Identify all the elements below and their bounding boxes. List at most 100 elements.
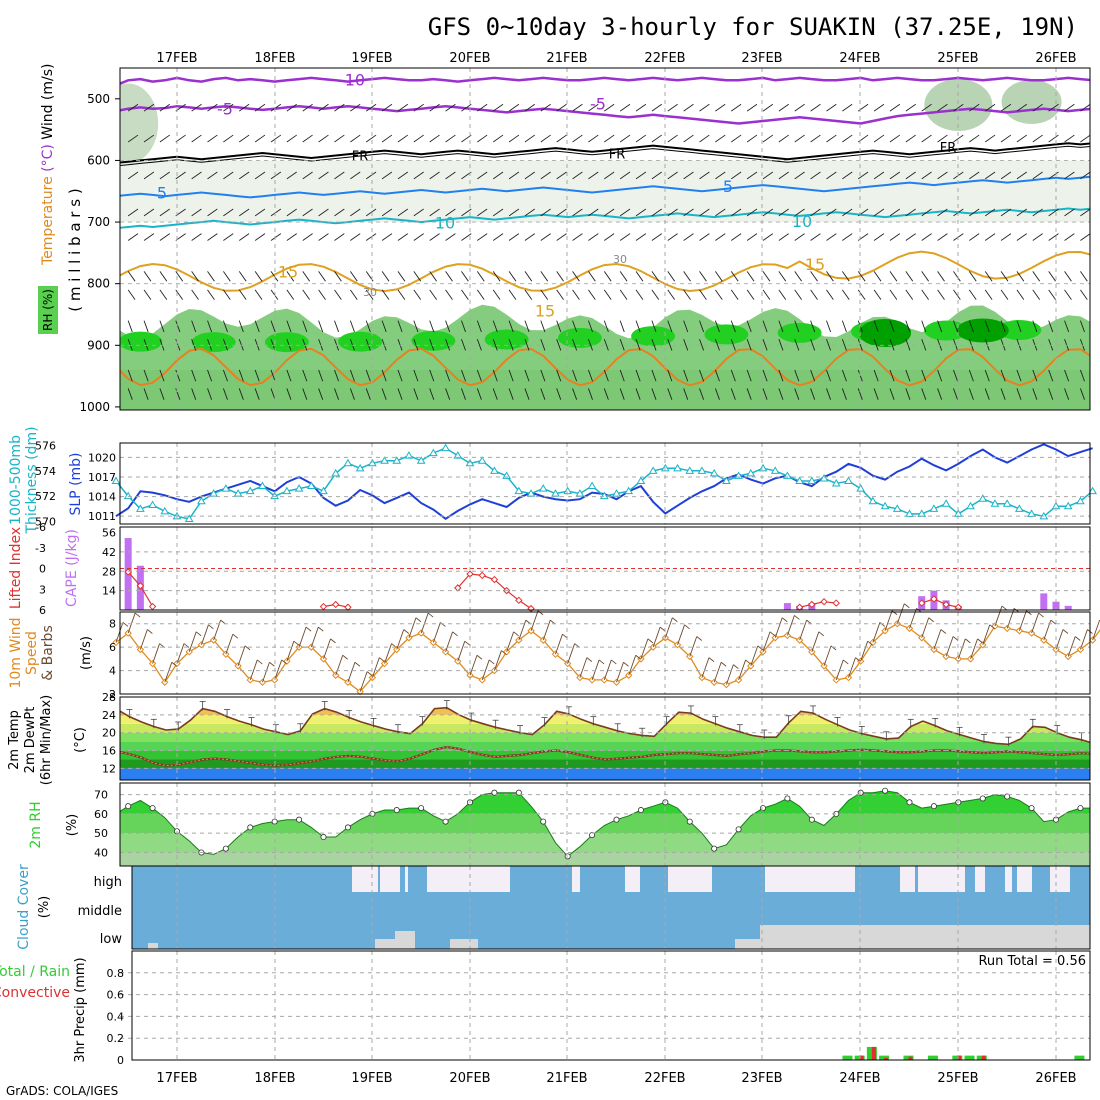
wind-barb-flag xyxy=(708,657,715,662)
wind-barb xyxy=(953,271,961,282)
wind-barb-shaft xyxy=(579,657,588,678)
pressure-tick: 500 xyxy=(87,92,110,106)
wind-barb xyxy=(921,208,932,217)
temp-label: 2m Temp xyxy=(7,710,22,770)
li-point xyxy=(832,599,840,607)
wind-barb xyxy=(587,369,593,382)
wind-barb xyxy=(191,338,197,351)
wind-barb xyxy=(1048,271,1056,282)
wind-barb xyxy=(1032,134,1043,143)
slp-tick: 1011 xyxy=(88,510,116,523)
rh-point xyxy=(1028,805,1035,812)
thickness-point xyxy=(282,486,292,495)
wind-barb xyxy=(794,338,800,351)
wind-barb xyxy=(587,338,593,351)
wind-barb xyxy=(191,208,202,217)
wind-barb-shaft xyxy=(945,636,954,657)
li-tick: -6 xyxy=(35,521,46,534)
wind-barb xyxy=(746,103,758,112)
wind-barb-flag xyxy=(537,610,544,616)
wind-barb xyxy=(794,271,802,282)
wind-barb xyxy=(889,208,901,217)
slp-tick: 1017 xyxy=(88,471,116,484)
chart-title: GFS 0~10day 3-hourly for SUAKIN (37.25E,… xyxy=(428,13,1078,41)
wind-barb xyxy=(159,171,170,180)
wind-barb xyxy=(683,388,689,400)
wind-barb xyxy=(667,388,673,400)
wind-barb xyxy=(318,103,329,112)
precip-conv-bar xyxy=(981,1055,986,1060)
wind-barb-shaft xyxy=(139,629,148,650)
wind-barb xyxy=(1000,103,1012,112)
thickness-point xyxy=(1027,509,1036,517)
wind-barb xyxy=(254,388,260,400)
wind-barb-shaft xyxy=(408,617,417,638)
wind-barb xyxy=(143,320,149,333)
cape-tick: 28 xyxy=(102,565,116,578)
wind-barb xyxy=(683,289,691,300)
wind-barb xyxy=(731,208,742,217)
wind-barb xyxy=(270,289,279,300)
upper-wind-barbs xyxy=(127,103,1090,400)
thickness-point xyxy=(868,496,878,505)
wind-barb xyxy=(746,134,758,143)
date-label-bottom: 26FEB xyxy=(1035,1071,1076,1086)
wind-speed-point xyxy=(148,659,157,668)
wind-barb xyxy=(1080,134,1090,143)
wind-barb xyxy=(1079,388,1085,400)
date-label-top: 18FEB xyxy=(254,51,295,66)
wind-barb xyxy=(762,171,774,180)
thickness-point xyxy=(709,468,719,477)
wind-barb xyxy=(302,369,308,382)
wind-barb xyxy=(699,338,705,351)
wind-barb xyxy=(1064,134,1075,143)
wind-barb xyxy=(699,103,710,112)
wind-barb xyxy=(207,103,218,112)
wind-barb-flag xyxy=(488,659,495,665)
wind-barb xyxy=(842,171,853,180)
wind-barb xyxy=(524,289,533,300)
wind-barb-flag xyxy=(195,631,202,637)
wind-barb xyxy=(794,369,800,382)
wind-barb xyxy=(778,233,789,241)
wind-barb xyxy=(175,369,181,382)
wind-barb-flag xyxy=(684,624,690,630)
grid-lines xyxy=(120,68,1090,1060)
wind-barb xyxy=(492,271,501,282)
wind-barb xyxy=(762,369,768,382)
wind-barb xyxy=(286,369,292,382)
wind-barb xyxy=(889,388,895,400)
wind-barb xyxy=(445,320,451,333)
wind-barb-shaft xyxy=(738,659,747,681)
li-point xyxy=(820,597,828,606)
wind-barb xyxy=(619,369,625,382)
wind-barb xyxy=(651,271,660,282)
wind-barb xyxy=(730,289,739,300)
wind-barb xyxy=(746,289,755,300)
date-label-bottom: 22FEB xyxy=(644,1071,685,1086)
wind-barb xyxy=(175,271,184,282)
wind-barb xyxy=(1032,289,1041,300)
cloud-low-area xyxy=(375,939,395,949)
wind-barb xyxy=(492,388,498,400)
wind-barb-flag xyxy=(598,659,605,665)
contour-label-plus15: 15 xyxy=(278,263,298,282)
thickness-point xyxy=(1015,504,1024,512)
wind-barb xyxy=(508,171,520,180)
wind-barb xyxy=(254,338,260,351)
thickness-point xyxy=(1063,501,1073,510)
wind-barb xyxy=(254,134,266,143)
wind-barb xyxy=(873,271,882,282)
wind-barb-shaft xyxy=(591,659,600,681)
wind-barb xyxy=(715,289,723,300)
wind-barb xyxy=(619,233,631,241)
wind-barb xyxy=(937,369,943,382)
wind-barb xyxy=(969,103,980,112)
wind-barb-flag xyxy=(305,626,312,632)
wind-barb xyxy=(1064,320,1070,333)
wind-barb xyxy=(667,271,676,282)
li-line xyxy=(921,598,959,608)
wind-barb xyxy=(270,103,282,112)
wind-barb xyxy=(540,338,546,351)
label-part: Temperature xyxy=(40,172,56,266)
